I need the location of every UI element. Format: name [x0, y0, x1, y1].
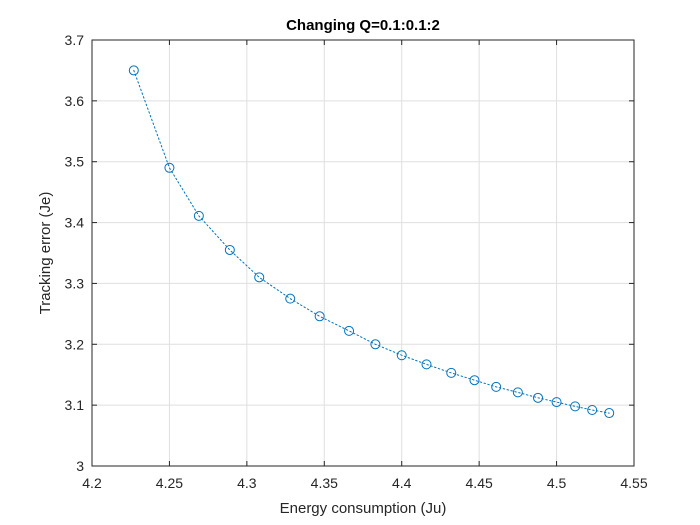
y-tick-label: 3.3 — [65, 275, 85, 291]
data-point — [491, 381, 502, 392]
data-point — [370, 339, 381, 350]
data-point — [446, 367, 457, 378]
data-point — [254, 272, 265, 283]
data-point — [469, 375, 480, 386]
x-tick-label: 4.4 — [392, 475, 412, 491]
data-point — [421, 359, 432, 370]
x-tick-label: 4.2 — [82, 475, 102, 491]
data-point — [604, 408, 615, 419]
y-tick-label: 3.5 — [65, 154, 85, 170]
data-point — [193, 210, 204, 221]
data-point — [551, 397, 562, 408]
x-tick-label: 4.35 — [311, 475, 338, 491]
y-tick-label: 3.4 — [65, 215, 85, 231]
data-point — [532, 392, 543, 403]
data-point — [512, 387, 523, 398]
x-axis-label: Energy consumption (Ju) — [280, 500, 447, 517]
x-tick-label: 4.25 — [156, 475, 183, 491]
y-tick-label: 3.2 — [65, 336, 85, 352]
x-tick-label: 4.55 — [620, 475, 647, 491]
data-point — [128, 65, 139, 76]
y-tick-label: 3 — [76, 458, 84, 474]
y-tick-label: 3.1 — [65, 397, 85, 413]
series — [128, 65, 615, 419]
x-tick-label: 4.45 — [466, 475, 493, 491]
data-point — [285, 293, 296, 304]
grid — [92, 40, 634, 466]
data-point — [344, 325, 355, 336]
data-point — [587, 405, 598, 416]
y-tick-label: 3.7 — [65, 32, 85, 48]
data-point — [570, 401, 581, 412]
y-tick-label: 3.6 — [65, 93, 85, 109]
plot-area — [91, 39, 635, 467]
x-tick-label: 4.5 — [547, 475, 567, 491]
ticks: 4.2 4.25 4.3 4.35 4.4 4.45 4.5 4.55 3 3.1 3.2 3.3 3.… — [65, 32, 648, 491]
data-point — [164, 162, 175, 173]
x-tick-label: 4.3 — [237, 475, 257, 491]
data-point — [224, 244, 235, 255]
series-line — [133, 69, 610, 414]
y-axis-label: Tracking error (Je) — [37, 192, 54, 315]
data-point — [396, 350, 407, 361]
data-point — [314, 311, 325, 322]
chart-title: Changing Q=0.1:0.1:2 — [286, 17, 440, 34]
